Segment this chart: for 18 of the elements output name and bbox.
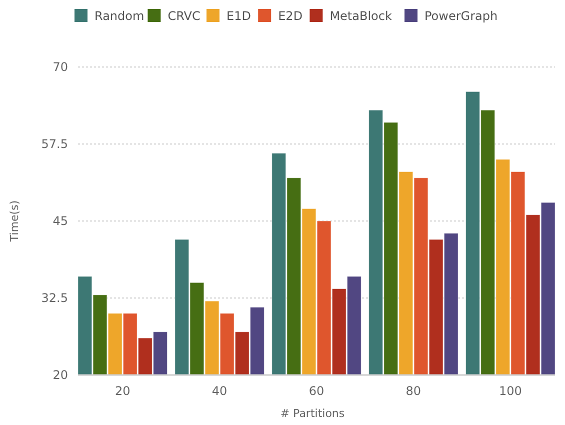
y-tick-label: 57.5 bbox=[41, 137, 68, 152]
y-tick-label: 20 bbox=[52, 368, 68, 382]
legend-label: E1D bbox=[226, 9, 251, 24]
legend-label: MetaBlock bbox=[330, 9, 392, 24]
y-tick-label: 45 bbox=[52, 214, 68, 228]
x-tick-label: 100 bbox=[498, 384, 522, 398]
legend-label: CRVC bbox=[168, 9, 200, 24]
y-tick-label: 32.5 bbox=[41, 291, 68, 306]
y-axis-title: Time(s) bbox=[8, 200, 21, 243]
legend-label: PowerGraph bbox=[424, 9, 498, 24]
x-tick-label: 20 bbox=[114, 384, 130, 398]
legend-label: Random bbox=[94, 9, 144, 24]
x-tick-label: 60 bbox=[308, 384, 324, 398]
x-tick-label: 80 bbox=[406, 384, 422, 398]
y-tick-label: 70 bbox=[52, 60, 68, 74]
x-tick-label: 40 bbox=[212, 384, 228, 398]
x-axis-title: # Partitions bbox=[280, 407, 345, 420]
legend-label: E2D bbox=[278, 9, 303, 24]
